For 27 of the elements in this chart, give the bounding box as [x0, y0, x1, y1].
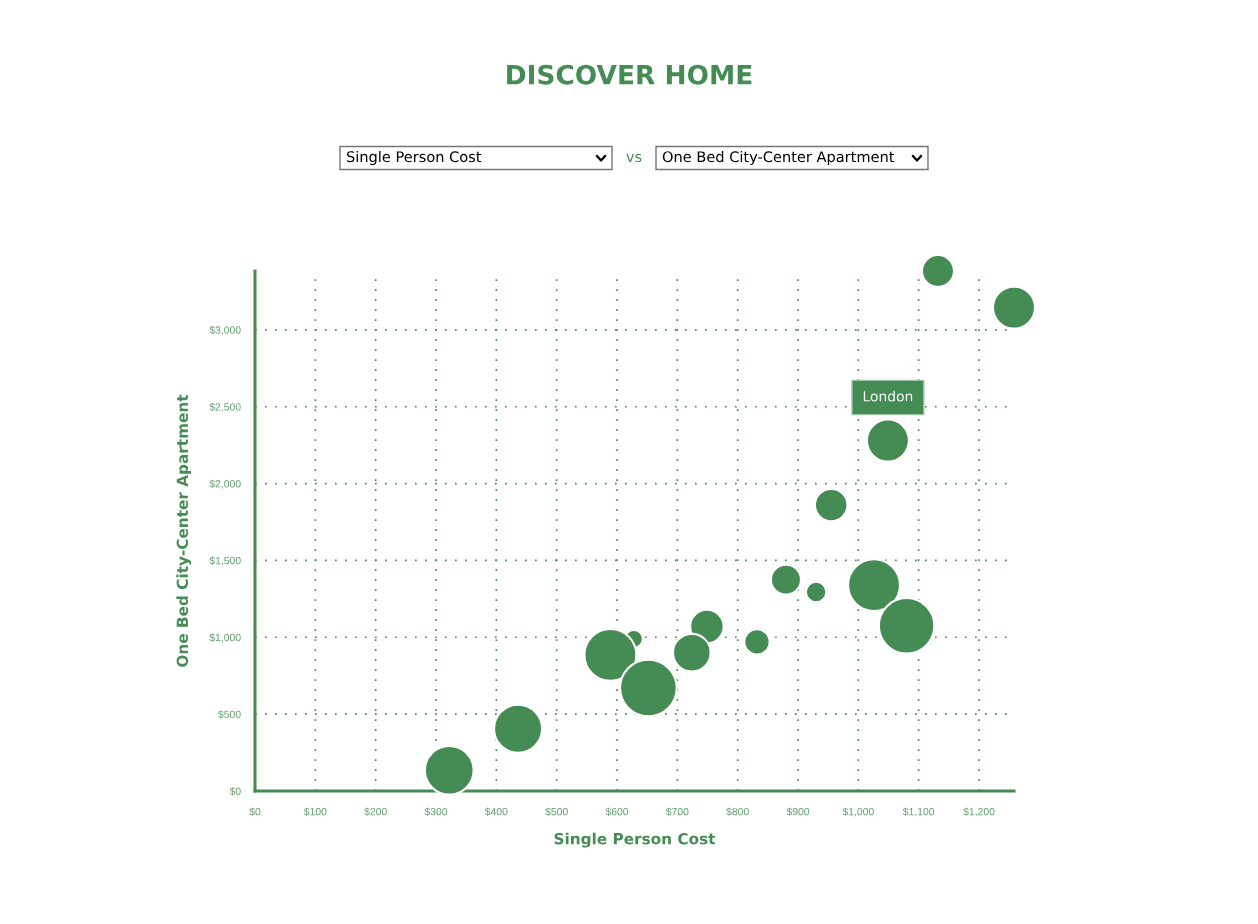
x-tick-label: $200 — [364, 807, 387, 816]
text: vs — [626, 153, 642, 163]
x-tick-label: $500 — [545, 807, 568, 816]
x-tick-label: $700 — [665, 807, 689, 816]
y-tick-label: $2,500 — [209, 402, 241, 412]
x-tick-label: $900 — [786, 807, 810, 816]
text: One Bed City-Center Apartment — [662, 150, 895, 166]
x-tick-label: $600 — [605, 807, 629, 816]
y-tick-label: $3,000 — [209, 325, 241, 335]
x-tick-label: $1,200 — [963, 807, 995, 817]
y-tick-label: $500 — [218, 710, 241, 719]
x-tick-label: $1,000 — [842, 807, 874, 817]
annotation: London — [863, 390, 913, 402]
y-tick-label: $0 — [229, 787, 241, 796]
y-tick-label: $1,000 — [209, 633, 241, 643]
x-tick-label: $0 — [249, 807, 261, 816]
y-tick-label: $1,500 — [209, 556, 241, 566]
x-tick-label: $300 — [424, 807, 448, 816]
x-tick-label: $800 — [726, 807, 749, 816]
x-axis-title: Single Person Cost — [554, 832, 716, 848]
x-tick-label: $400 — [484, 807, 508, 816]
x-tick-label: $1,100 — [902, 807, 935, 817]
chart-title: DISCOVER HOME — [507, 64, 752, 85]
y-tick-label: $2,000 — [209, 479, 241, 489]
y-axis-title: One Bed City-Center Apartment — [176, 394, 192, 667]
text: Single Person Cost — [346, 150, 482, 166]
x-tick-label: $100 — [303, 807, 327, 816]
